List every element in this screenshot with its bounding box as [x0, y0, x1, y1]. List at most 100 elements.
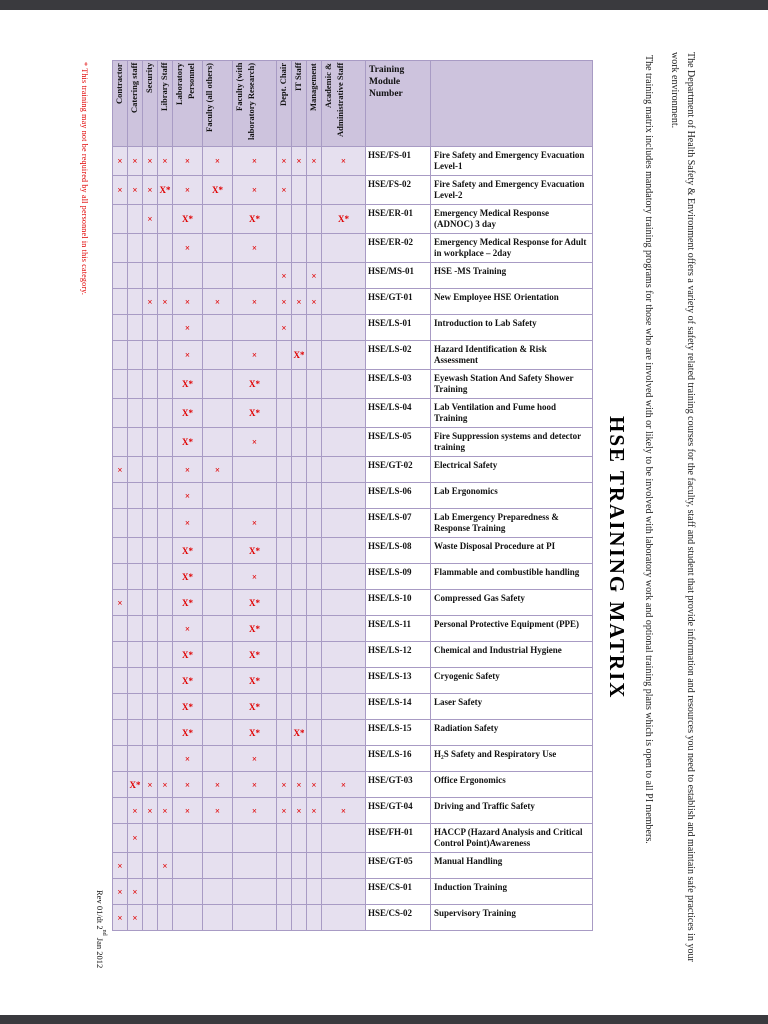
empty-mark-cell — [112, 563, 128, 590]
matrix-row-hse-ls-01: × × HSE/LS-01 Introduction to Lab Safety — [112, 314, 593, 341]
empty-mark-cell — [306, 233, 322, 263]
training-required-mark: × — [306, 797, 322, 824]
training-required-mark: × — [291, 288, 307, 315]
column-header-label: Faculty (with laboratory Research) — [234, 63, 256, 141]
matrix-row-hse-gt-02: × × × HSE/GT-02 Electrical Safety — [112, 456, 593, 483]
training-required-mark: × — [172, 233, 203, 263]
empty-mark-cell — [202, 693, 233, 720]
matrix-row-hse-ls-15: X* X* X* HSE/LS-15 Radiation Safety — [112, 719, 593, 746]
column-header-catering-staff: Catering staff — [127, 60, 143, 147]
empty-mark-cell — [306, 314, 322, 341]
empty-mark-cell — [321, 314, 366, 341]
training-required-mark: × — [202, 456, 233, 483]
empty-mark-cell — [112, 398, 128, 428]
module-description-cell: Fire Safety and Emergency Evacuation Lev… — [430, 175, 593, 205]
column-header-label: Management — [308, 63, 318, 111]
training-required-mark: X* — [232, 615, 277, 642]
module-description-cell: Eyewash Station And Safety Shower Traini… — [430, 369, 593, 399]
matrix-row-hse-ls-02: × × X* HSE/LS-02 Hazard Identification & Ris… — [112, 340, 593, 370]
module-number-cell: HSE/FS-01 — [365, 146, 431, 176]
empty-mark-cell — [276, 398, 292, 428]
empty-mark-cell — [157, 340, 173, 370]
empty-mark-cell — [112, 508, 128, 538]
empty-mark-cell — [276, 482, 292, 509]
matrix-row-hse-fs-01: × × × × × × × × × × × HSE/FS-01 Fire Safety and Emer… — [112, 146, 593, 176]
empty-mark-cell — [321, 641, 366, 668]
training-required-mark: X* — [321, 204, 366, 234]
empty-mark-cell — [127, 482, 143, 509]
empty-mark-cell — [127, 340, 143, 370]
empty-mark-cell — [112, 427, 128, 457]
module-description-cell: Flammable and combustible handling — [430, 563, 593, 590]
module-description-cell: Manual Handling — [430, 852, 593, 879]
column-header-academic-administrative-staff: Academic & Administrative Staff — [321, 60, 366, 147]
training-required-mark: X* — [232, 369, 277, 399]
empty-mark-cell — [232, 852, 277, 879]
empty-mark-cell — [142, 398, 158, 428]
empty-mark-cell — [306, 427, 322, 457]
training-required-mark: × — [232, 427, 277, 457]
training-required-mark: X* — [172, 641, 203, 668]
module-number-cell: HSE/LS-16 — [365, 745, 431, 772]
module-description-cell: Chemical and Industrial Hygiene — [430, 641, 593, 668]
empty-mark-cell — [157, 615, 173, 642]
training-required-mark: X* — [127, 771, 143, 798]
module-description-cell: Lab Ventilation and Fume hood Training — [430, 398, 593, 428]
empty-mark-cell — [142, 823, 158, 853]
empty-mark-cell — [142, 693, 158, 720]
empty-mark-cell — [157, 456, 173, 483]
training-required-mark: × — [172, 508, 203, 538]
module-description-cell: Emergency Medical Response for Adult in … — [430, 233, 593, 263]
training-required-mark: × — [202, 146, 233, 176]
training-required-mark: × — [306, 771, 322, 798]
matrix-row-hse-ls-11: × X* HSE/LS-11 Personal Protective Equipmen… — [112, 615, 593, 642]
training-required-mark: × — [202, 288, 233, 315]
empty-mark-cell — [321, 508, 366, 538]
empty-mark-cell — [142, 427, 158, 457]
training-required-mark: X* — [172, 589, 203, 616]
training-required-mark: X* — [232, 204, 277, 234]
training-required-mark: × — [112, 878, 128, 905]
empty-mark-cell — [291, 904, 307, 931]
training-required-mark: × — [112, 589, 128, 616]
empty-mark-cell — [321, 427, 366, 457]
empty-mark-cell — [232, 314, 277, 341]
empty-mark-cell — [127, 745, 143, 772]
empty-mark-cell — [202, 852, 233, 879]
module-number-cell: HSE/LS-03 — [365, 369, 431, 399]
module-description-cell: Lab Emergency Preparedness & Response Tr… — [430, 508, 593, 538]
column-header-contractor: Contractor — [112, 60, 128, 147]
training-required-mark: × — [172, 146, 203, 176]
module-number-cell: HSE/LS-13 — [365, 667, 431, 694]
empty-mark-cell — [276, 233, 292, 263]
module-description-cell: H₂S Safety and Respiratory Use — [430, 745, 593, 772]
training-required-mark: × — [157, 288, 173, 315]
empty-mark-cell — [321, 537, 366, 564]
empty-mark-cell — [172, 878, 203, 905]
training-required-mark: X* — [291, 719, 307, 746]
empty-mark-cell — [306, 204, 322, 234]
module-number-cell: HSE/FS-02 — [365, 175, 431, 205]
empty-mark-cell — [202, 482, 233, 509]
empty-mark-cell — [112, 262, 128, 289]
empty-mark-cell — [291, 693, 307, 720]
column-header-label: Security — [144, 63, 154, 94]
matrix-row-hse-ls-09: X* × HSE/LS-09 Flammable and combustible ha… — [112, 563, 593, 590]
column-header-training-module-number: Training Module Number — [365, 60, 431, 147]
empty-mark-cell — [142, 878, 158, 905]
empty-mark-cell — [306, 852, 322, 879]
empty-mark-cell — [142, 745, 158, 772]
empty-mark-cell — [127, 314, 143, 341]
training-required-mark: × — [276, 314, 292, 341]
module-description-cell: Compressed Gas Safety — [430, 589, 593, 616]
footnote: * This training may not be required by a… — [80, 62, 89, 296]
training-required-mark: × — [112, 175, 128, 205]
page-title: HSE TRAINING MATRIX — [605, 416, 629, 700]
module-description-cell: Laser Safety — [430, 693, 593, 720]
empty-mark-cell — [157, 204, 173, 234]
module-number-cell: HSE/GT-04 — [365, 797, 431, 824]
empty-mark-cell — [127, 233, 143, 263]
empty-mark-cell — [202, 719, 233, 746]
empty-mark-cell — [172, 262, 203, 289]
empty-mark-cell — [291, 456, 307, 483]
